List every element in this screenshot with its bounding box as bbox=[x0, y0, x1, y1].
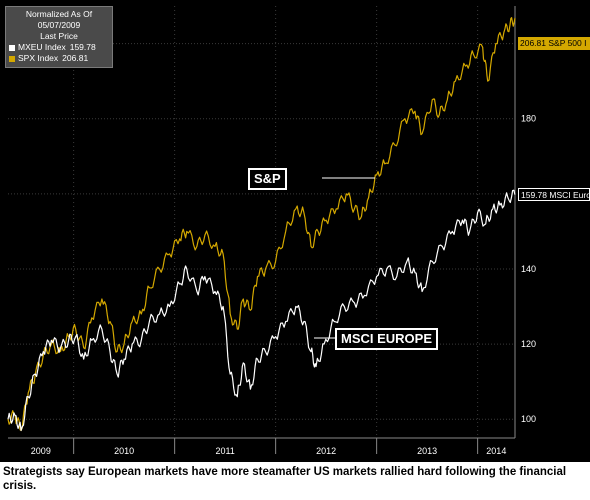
legend-title: Normalized As Of 05/07/2009 bbox=[25, 9, 93, 30]
x-tick-label-2010: 2010 bbox=[114, 446, 134, 456]
spx-value-tag: 206.81 S&P 500 I bbox=[518, 37, 590, 50]
y-tick-label-180: 180 bbox=[521, 114, 536, 124]
legend-subtitle: Last Price bbox=[40, 31, 78, 41]
x-tick-label-2012: 2012 bbox=[316, 446, 336, 456]
x-tick-label-2013: 2013 bbox=[417, 446, 437, 456]
legend-swatch-spx bbox=[9, 55, 15, 62]
chart-legend: Normalized As Of 05/07/2009 Last Price M… bbox=[5, 6, 113, 68]
series-line-spx-index bbox=[7, 17, 516, 432]
legend-item-mxeu: MXEU Index 159.78 bbox=[9, 42, 109, 53]
legend-label-spx: SPX Index bbox=[18, 53, 59, 63]
x-tick-label-2009: 2009 bbox=[31, 446, 51, 456]
legend-item-spx: SPX Index 206.81 bbox=[9, 53, 109, 64]
x-tick-label-2014: 2014 bbox=[486, 446, 506, 456]
y-tick-label-100: 100 bbox=[521, 414, 536, 424]
legend-value-spx: 206.81 bbox=[62, 53, 89, 63]
series-line-mxeu-index bbox=[7, 189, 516, 432]
chart-area: 1001201401601802002009201020112012201320… bbox=[0, 0, 590, 462]
x-tick-label-2011: 2011 bbox=[215, 446, 234, 456]
caption: Strategists say European markets have mo… bbox=[3, 466, 567, 492]
y-tick-label-140: 140 bbox=[521, 264, 536, 274]
line-chart: 1001201401601802002009201020112012201320… bbox=[7, 6, 536, 456]
msci-callout: MSCI EUROPE bbox=[335, 328, 439, 350]
y-tick-label-120: 120 bbox=[521, 339, 536, 349]
legend-value-mxeu: 159.78 bbox=[69, 42, 96, 52]
mxeu-value-tag: 159.78 MSCI Euro bbox=[518, 188, 590, 201]
legend-label-mxeu: MXEU Index bbox=[18, 42, 66, 52]
sp-callout: S&P bbox=[248, 168, 287, 190]
legend-swatch-mxeu bbox=[9, 44, 15, 51]
